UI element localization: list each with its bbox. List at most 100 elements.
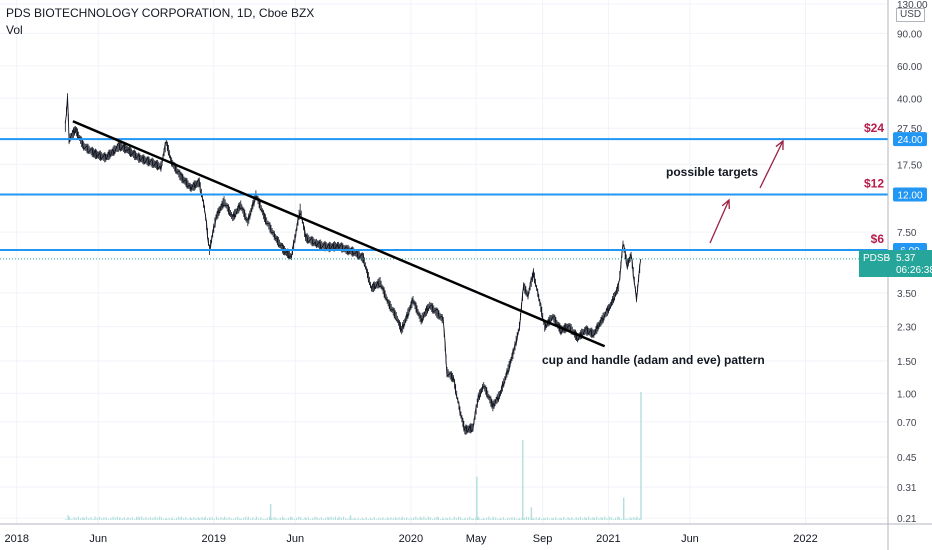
volume-bar (386, 517, 388, 520)
volume-bar (449, 517, 451, 520)
volume-bar (285, 519, 287, 520)
volume-bar (199, 518, 201, 520)
volume-bar (606, 518, 608, 520)
volume-bar (440, 519, 442, 520)
volume-bar (191, 518, 193, 520)
volume-bar (532, 517, 534, 520)
volume-bar (176, 517, 178, 520)
volume-bar (516, 519, 518, 520)
volume-bar (281, 516, 284, 520)
volume-bar (593, 517, 596, 520)
level-axis-tag (893, 132, 927, 147)
volume-bar (527, 517, 530, 520)
volume-bar (295, 517, 298, 520)
volume-bar (110, 517, 112, 520)
volume-bar (304, 517, 306, 520)
volume-bar (147, 518, 149, 520)
volume-bar (166, 519, 168, 520)
volume-bar (108, 519, 110, 520)
volume-bar (598, 518, 600, 520)
volume-bar (290, 516, 292, 520)
volume-bar (543, 517, 545, 520)
volume-bar (254, 519, 256, 520)
volume-bar (535, 517, 537, 520)
volume-bar (325, 517, 327, 520)
x-tick-label: Sep (533, 533, 553, 545)
volume-bar (119, 517, 121, 520)
volume-bar (601, 517, 604, 520)
volume-bar (258, 518, 260, 520)
volume-bar (150, 519, 152, 520)
volume-bar (504, 519, 507, 520)
volume-bar (275, 517, 277, 520)
volume-bar (590, 518, 592, 520)
volume-bar (625, 518, 627, 520)
volume-bar (518, 517, 520, 520)
volume-bar (173, 519, 176, 520)
y-tick-label: 130.00 (897, 0, 928, 11)
volume-bar (612, 519, 614, 520)
volume-bar (116, 516, 119, 520)
volume-bar (475, 517, 477, 520)
volume-bar (371, 519, 373, 520)
volume-bar (222, 518, 224, 520)
volume-bar (434, 517, 436, 520)
volume-bar (445, 517, 447, 520)
volume-bars (65, 392, 642, 520)
x-tick-label: Jun (89, 533, 107, 545)
volume-bar (195, 518, 197, 520)
volume-bar (437, 517, 440, 520)
volume-bar (546, 517, 549, 520)
y-tick-label: 90.00 (897, 29, 922, 40)
volume-bar (136, 516, 138, 520)
volume-bar (464, 517, 466, 520)
volume-bar (351, 519, 353, 520)
volume-bar (312, 517, 314, 520)
volume-bar (158, 516, 161, 520)
volume-bar (523, 517, 525, 520)
volume-bar (522, 440, 524, 520)
volume-bar (249, 518, 252, 520)
volume-bar (482, 517, 484, 520)
volume-bar (65, 519, 67, 520)
volume-bar (631, 518, 633, 520)
volume-bar (271, 518, 273, 520)
volume-bar (502, 517, 504, 520)
volume-bar (307, 517, 309, 520)
volume-bar (388, 518, 390, 520)
volume-bar (499, 517, 501, 520)
volume-bar (369, 517, 372, 520)
volume-bar (245, 516, 247, 520)
volume-bar (305, 518, 307, 520)
volume-bar (459, 517, 462, 520)
currency-label[interactable]: USD (896, 8, 926, 22)
volume-bar (412, 517, 415, 520)
volume-bar (213, 519, 216, 520)
price-line (64, 96, 642, 434)
volume-bar (608, 516, 610, 520)
volume-bar (353, 517, 355, 520)
volume-bar (403, 518, 406, 520)
volume-bar (300, 517, 302, 520)
pattern-note: cup and handle (adam and eve) pattern (542, 353, 765, 367)
volume-bar (490, 518, 492, 520)
volume-bar (579, 516, 582, 520)
x-tick-label: 2020 (399, 533, 423, 545)
volume-bar (569, 518, 571, 520)
volume-bar (163, 519, 165, 520)
volume-bar (429, 517, 431, 520)
volume-bar (220, 517, 222, 520)
volume-bar (587, 516, 590, 520)
volume-bar (604, 516, 606, 520)
volume-bar (551, 517, 553, 520)
volume-bar (519, 519, 521, 520)
volume-bar (398, 517, 400, 520)
y-tick-label: 27.50 (897, 124, 922, 135)
volume-bar (423, 516, 425, 520)
y-tick-label: 3.50 (897, 289, 917, 300)
volume-bar (180, 516, 183, 520)
volume-bar (334, 516, 337, 520)
target-arrows (709, 139, 784, 244)
